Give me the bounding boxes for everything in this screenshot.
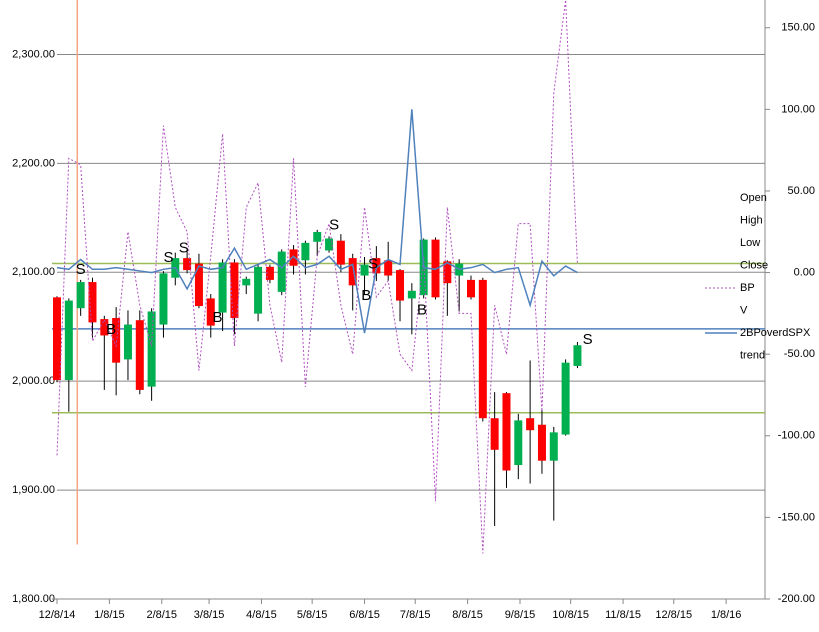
- annotation: B: [361, 287, 371, 304]
- legend-label: Low: [740, 237, 760, 249]
- y2-tick-label: 100.00: [781, 103, 815, 115]
- y2-tick-label: 150.00: [781, 22, 815, 34]
- annotation: S: [164, 249, 174, 266]
- candle-body: [443, 261, 452, 284]
- annotation: S: [583, 331, 593, 348]
- candle-body: [289, 249, 298, 266]
- candle-body: [53, 297, 61, 381]
- legend-label: V: [740, 304, 748, 316]
- legend-label: High: [740, 214, 763, 226]
- candle-body: [100, 319, 109, 336]
- y2-tick-label: -150.00: [778, 511, 815, 523]
- x-tick-label: 3/8/15: [194, 609, 225, 621]
- legend-label: BP: [740, 282, 755, 294]
- candle-body: [76, 282, 85, 309]
- annotation: S: [368, 256, 378, 273]
- candle-body: [526, 418, 535, 431]
- candle-body: [561, 362, 570, 435]
- candle-body: [147, 311, 156, 387]
- candle-body: [514, 420, 523, 466]
- candle-body: [159, 273, 168, 325]
- x-tick-label: 9/8/15: [505, 609, 536, 621]
- y2-tick-label: -100.00: [778, 430, 815, 442]
- candle-body: [325, 238, 334, 251]
- annotation: S: [329, 216, 339, 233]
- candle-body: [123, 324, 132, 360]
- x-tick-label: 5/8/15: [297, 609, 328, 621]
- candle-body: [64, 300, 73, 381]
- x-tick-label: 8/8/15: [452, 609, 483, 621]
- y-tick-label: 2,000.00: [12, 375, 55, 387]
- candle-body: [348, 258, 357, 286]
- legend-label: Close: [740, 259, 768, 271]
- candle-body: [407, 290, 416, 299]
- x-tick-label: 12/8/14: [39, 609, 76, 621]
- legend-label: trend: [740, 349, 765, 361]
- x-tick-label: 10/8/15: [552, 609, 589, 621]
- candle-body: [194, 263, 203, 307]
- annotation: S: [179, 239, 189, 256]
- candle-body: [206, 298, 215, 326]
- y-tick-label: 2,100.00: [12, 266, 55, 278]
- x-tick-label: 2/8/15: [146, 609, 177, 621]
- candle-body: [537, 424, 546, 461]
- candle-body: [573, 345, 582, 366]
- x-tick-label: 12/8/15: [655, 609, 692, 621]
- candle-body: [183, 258, 192, 271]
- candle-body: [301, 242, 310, 261]
- annotation: B: [106, 321, 116, 338]
- candle-body: [336, 240, 345, 265]
- candle-body: [313, 231, 322, 242]
- y2-tick-label: 0.00: [794, 266, 815, 278]
- y-tick-label: 2,200.00: [12, 157, 55, 169]
- candle-body: [384, 260, 393, 276]
- y2-tick-label: -200.00: [778, 593, 815, 605]
- series-line: [56, 0, 578, 554]
- candle-body: [135, 320, 144, 390]
- candle-body: [242, 278, 251, 286]
- candle-body: [372, 258, 381, 274]
- candle-body: [478, 279, 487, 419]
- candle-body: [360, 264, 369, 276]
- candle-body: [502, 393, 511, 471]
- x-tick-label: 7/8/15: [400, 609, 431, 621]
- x-tick-label: 1/8/15: [94, 609, 125, 621]
- x-tick-label: 4/8/15: [246, 609, 277, 621]
- x-tick-label: 1/8/16: [711, 609, 742, 621]
- series-line: [56, 109, 578, 334]
- candle-body: [490, 418, 499, 450]
- y-tick-label: 1,800.00: [12, 593, 55, 605]
- y-tick-label: 1,900.00: [12, 484, 55, 496]
- annotation: B: [417, 301, 427, 318]
- candle-body: [218, 262, 227, 313]
- legend-label: Open: [740, 192, 767, 204]
- candle-body: [549, 432, 558, 461]
- candle-body: [230, 262, 239, 319]
- candle-body: [112, 318, 121, 363]
- y-tick-label: 2,300.00: [12, 48, 55, 60]
- y2-tick-label: 50.00: [787, 185, 815, 197]
- candle-body: [277, 251, 286, 292]
- x-tick-label: 11/8/15: [605, 609, 641, 621]
- y2-tick-label: -50.00: [784, 348, 815, 360]
- candle-body: [254, 266, 263, 314]
- candle-body: [466, 279, 475, 298]
- x-tick-label: 6/8/15: [349, 609, 380, 621]
- candle-body: [396, 270, 405, 301]
- candle-body: [265, 266, 274, 280]
- annotation: B: [213, 309, 223, 326]
- annotation: S: [76, 261, 86, 278]
- candle-body: [88, 282, 97, 323]
- legend-label: 2BPoverdSPX: [740, 327, 811, 339]
